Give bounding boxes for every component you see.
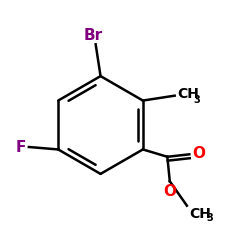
Text: 3: 3 bbox=[194, 94, 200, 104]
Text: CH: CH bbox=[189, 207, 211, 221]
Text: 3: 3 bbox=[206, 212, 213, 222]
Text: O: O bbox=[163, 184, 176, 199]
Text: F: F bbox=[16, 140, 26, 154]
Text: Br: Br bbox=[84, 28, 103, 43]
Text: O: O bbox=[192, 146, 205, 160]
Text: CH: CH bbox=[177, 88, 199, 102]
